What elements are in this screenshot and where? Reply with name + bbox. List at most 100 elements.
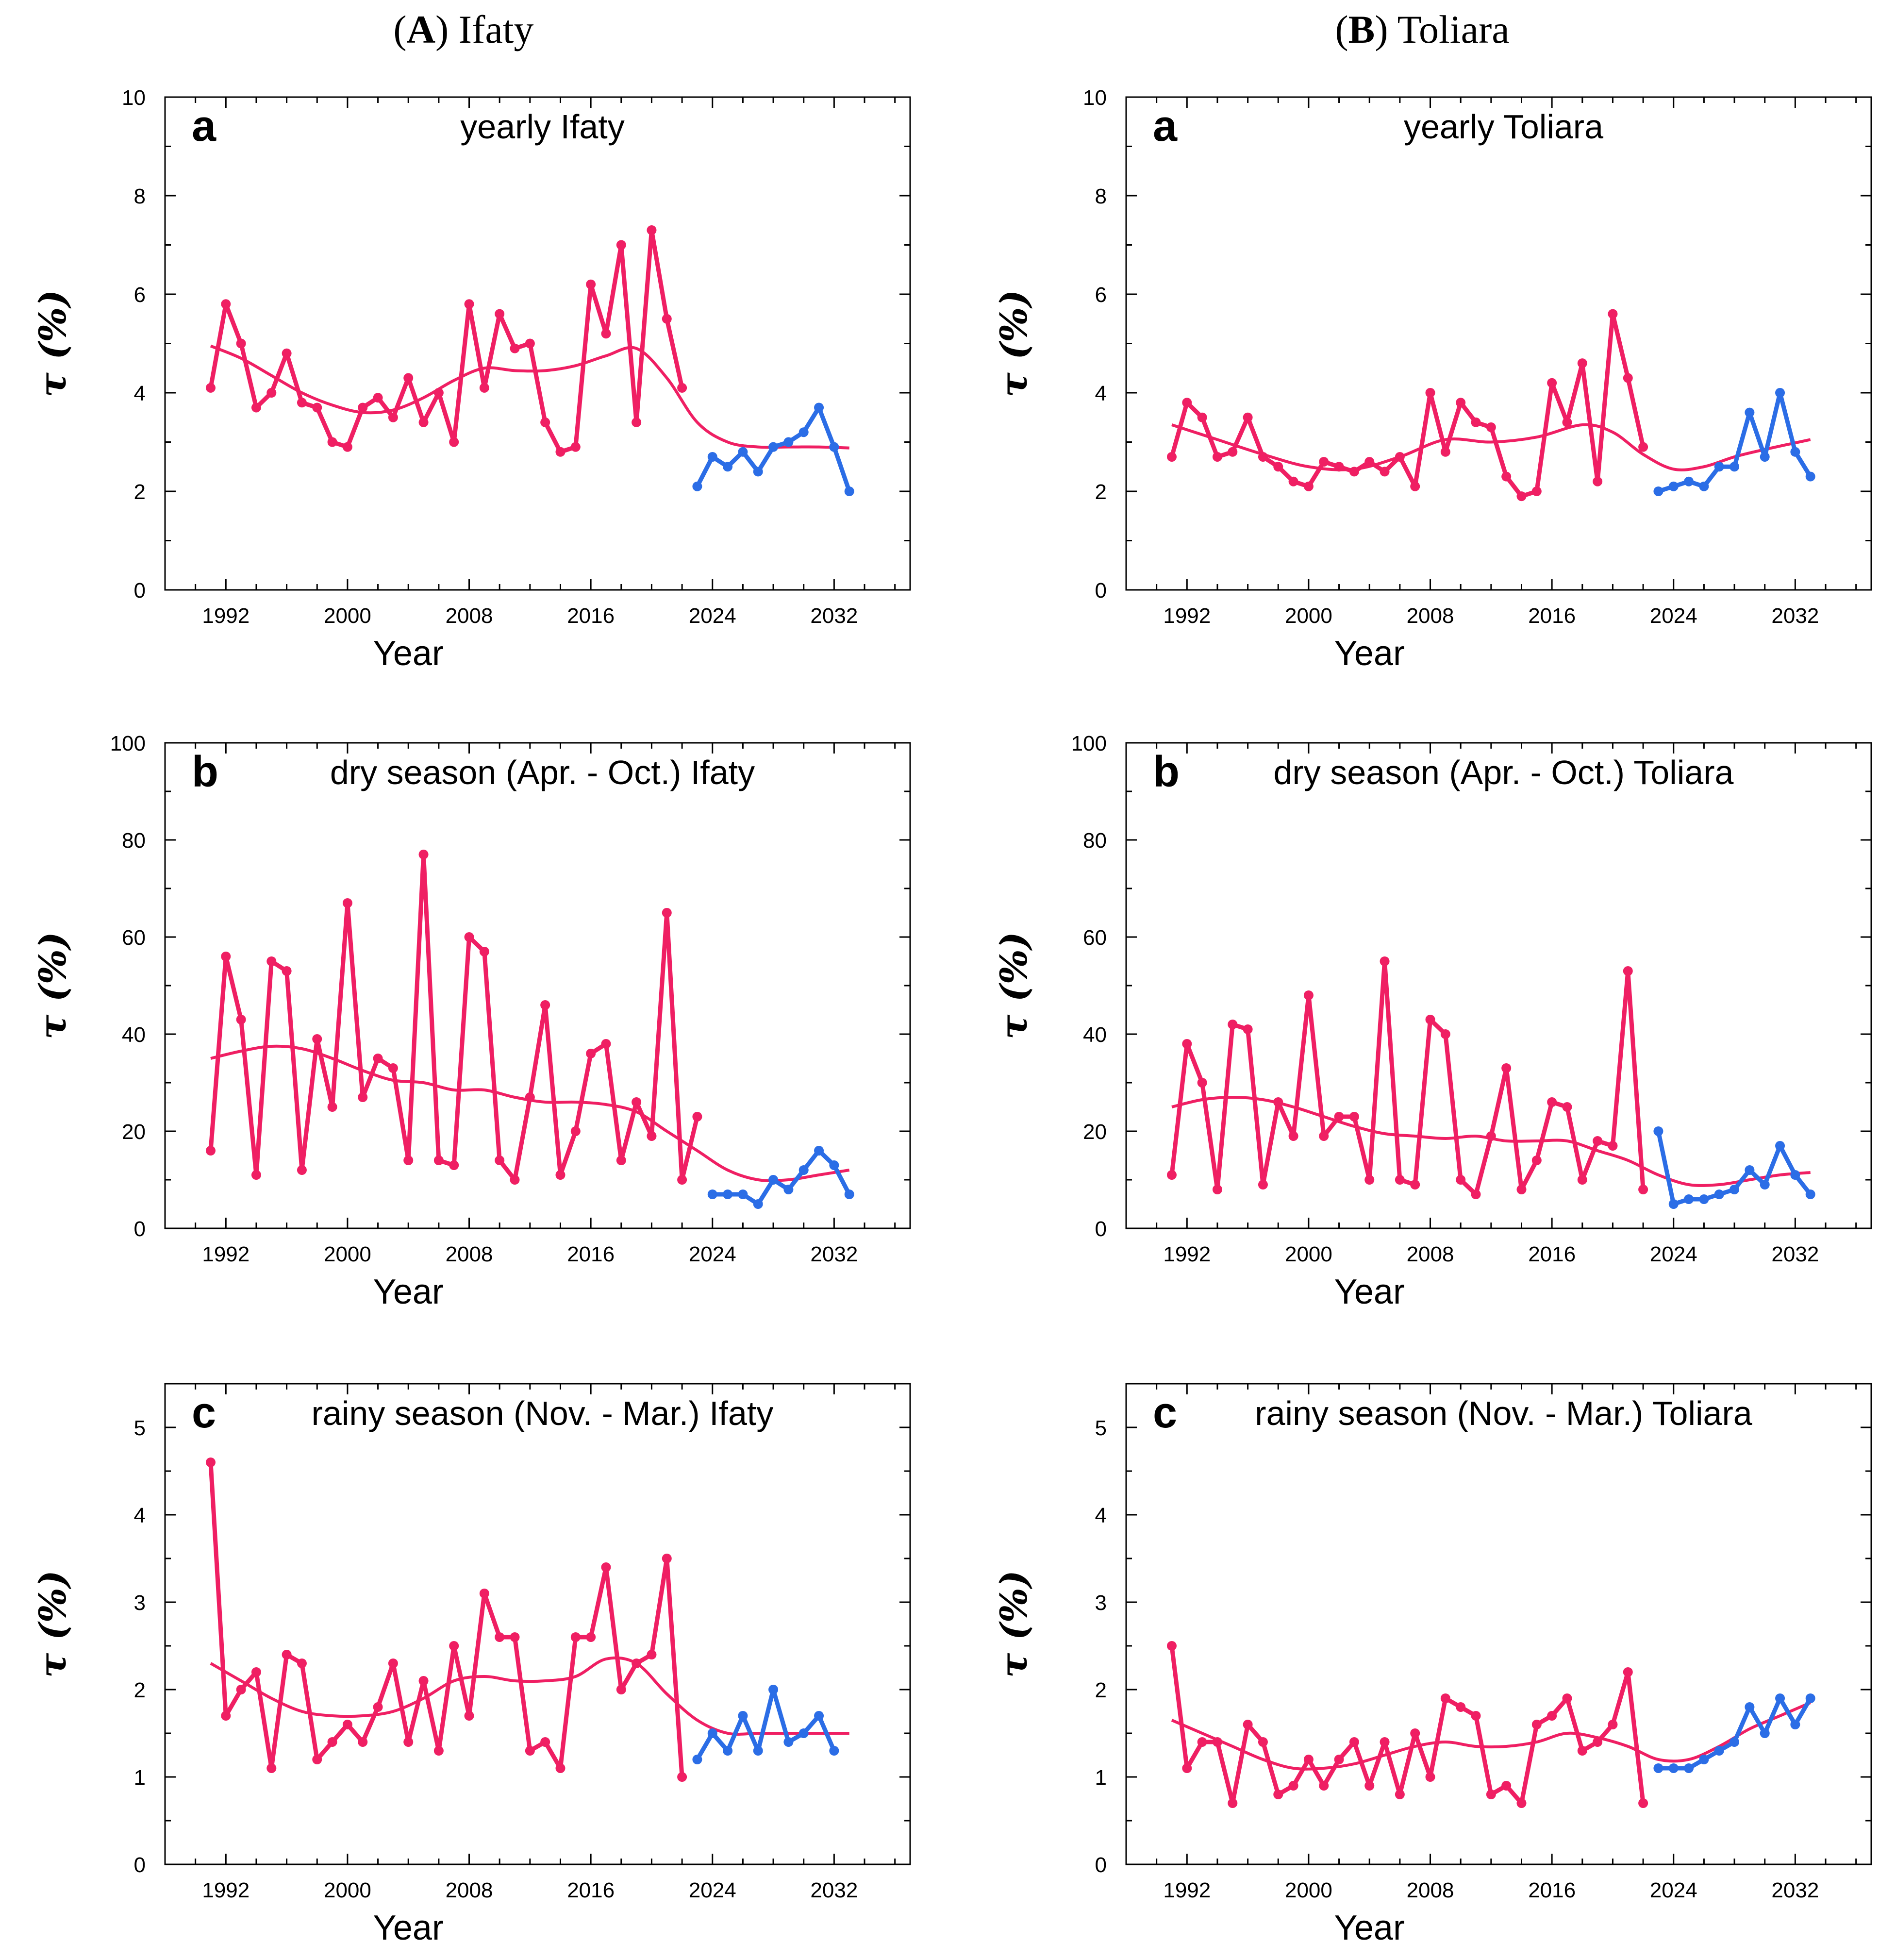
observed-point <box>1303 1755 1314 1764</box>
forecast-point <box>738 1711 748 1721</box>
forecast-point <box>1714 1189 1724 1199</box>
forecast-point <box>768 442 779 452</box>
x-tick-label: 2032 <box>1771 604 1819 628</box>
forecast-point <box>1699 1755 1709 1764</box>
forecast-point <box>738 1189 748 1199</box>
forecast-point <box>692 481 702 491</box>
series-layer <box>205 225 854 496</box>
observed-point <box>342 1720 352 1729</box>
observed-point <box>1228 1798 1238 1808</box>
y-tick-label: 40 <box>122 1023 146 1047</box>
observed-point <box>449 437 459 447</box>
x-tick-label: 1992 <box>1163 1878 1211 1902</box>
observed-point <box>1440 1029 1450 1039</box>
y-tick-label: 1 <box>134 1766 146 1790</box>
observed-point <box>1638 1185 1648 1194</box>
forecast-point <box>1760 1728 1770 1738</box>
forecast-line <box>712 1148 851 1206</box>
panel-letter: b <box>1153 748 1180 796</box>
y-tick-label: 4 <box>134 382 146 405</box>
observed-point <box>1243 1720 1253 1729</box>
x-tick-label: 2024 <box>689 1878 736 1902</box>
x-axis-ticks: 1992 2000 2008 2016 2024 2032 <box>195 97 896 628</box>
x-axis-label: Year <box>373 1909 443 1947</box>
x-axis-ticks: 1992 2000 2008 2016 2024 2032 <box>195 1384 896 1902</box>
forecast-point <box>1790 1720 1800 1729</box>
observed-point <box>570 442 581 452</box>
panel-title: yearly Ifaty <box>460 108 624 146</box>
y-tick-label: 100 <box>1071 732 1107 755</box>
x-tick-label: 2024 <box>689 604 736 628</box>
y-tick-label: 4 <box>1095 382 1107 405</box>
observed-point <box>1212 452 1222 462</box>
forecast-point <box>1714 1746 1724 1756</box>
observed-point <box>1531 1720 1542 1729</box>
observed-point <box>525 338 535 349</box>
observed-point <box>1319 1781 1329 1791</box>
observed-point <box>403 1737 414 1747</box>
x-tick-label: 1992 <box>202 1242 249 1266</box>
panel-letter: a <box>1153 102 1178 151</box>
column-letter-a: A <box>407 7 435 51</box>
observed-point <box>1531 1156 1542 1165</box>
chart-panel-B-a: 0 2 4 6 8 10 1992 2000 2008 2016 2024 2032 a yearl… <box>992 86 1872 673</box>
y-tick-label: 100 <box>110 732 146 755</box>
observed-point <box>342 442 352 452</box>
observed-point <box>555 447 565 457</box>
observed-point <box>1166 452 1177 462</box>
y-tick-label: 3 <box>1095 1591 1107 1615</box>
observed-point <box>1395 1790 1405 1799</box>
chart-panel-B-c: 0 1 2 3 4 5 1992 2000 2008 2016 2024 2032 c rainy … <box>992 1383 1872 1947</box>
panel-letter: b <box>192 748 218 796</box>
y-tick-label: 6 <box>134 283 146 307</box>
observed-point <box>601 329 611 339</box>
y-tick-label: 5 <box>1095 1416 1107 1440</box>
observed-point <box>632 417 642 427</box>
forecast-point <box>1730 462 1740 472</box>
observed-point <box>1531 486 1542 496</box>
trend-line <box>1171 423 1811 471</box>
observed-point <box>388 1063 398 1073</box>
y-tick-label: 40 <box>1083 1023 1107 1047</box>
x-axis-ticks: 1992 2000 2008 2016 2024 2032 <box>1156 97 1857 628</box>
x-tick-label: 2024 <box>1650 1242 1697 1266</box>
observed-point <box>1319 457 1329 467</box>
observed-point <box>1608 1141 1618 1151</box>
observed-point <box>1166 1641 1177 1651</box>
observed-line <box>208 852 699 1182</box>
observed-point <box>1471 1711 1481 1721</box>
observed-line <box>1169 312 1646 499</box>
y-tick-label: 8 <box>1095 184 1107 208</box>
observed-point <box>312 1755 322 1764</box>
observed-point <box>1547 378 1557 388</box>
observed-point <box>495 309 505 319</box>
observed-point <box>205 1146 216 1156</box>
forecast-point <box>783 437 794 447</box>
forecast-line <box>1658 1696 1813 1771</box>
y-axis-ticks: 0 2 4 6 8 10 <box>122 86 910 603</box>
observed-point <box>647 1131 657 1141</box>
x-tick-label: 2032 <box>810 1878 858 1902</box>
forecast-point <box>1790 447 1800 457</box>
observed-point <box>1562 1102 1572 1112</box>
observed-point <box>1243 412 1253 422</box>
observed-line <box>1169 1645 1646 1806</box>
observed-point <box>433 1746 444 1756</box>
observed-point <box>1638 442 1648 452</box>
observed-point <box>464 299 474 309</box>
x-tick-label: 2008 <box>1407 1242 1454 1266</box>
observed-point <box>1562 417 1572 427</box>
panel-title: yearly Toliara <box>1404 108 1603 146</box>
panel-letter: c <box>1153 1389 1177 1437</box>
observed-point <box>616 1156 626 1165</box>
observed-point <box>1228 447 1238 457</box>
observed-point <box>525 1746 535 1756</box>
y-tick-label: 2 <box>134 1678 146 1702</box>
plot-frame <box>1125 1383 1872 1865</box>
observed-point <box>510 1175 520 1185</box>
y-tick-label: 80 <box>1083 829 1107 853</box>
observed-point <box>312 1034 322 1044</box>
observed-point <box>221 952 231 961</box>
x-tick-label: 2016 <box>567 604 615 628</box>
